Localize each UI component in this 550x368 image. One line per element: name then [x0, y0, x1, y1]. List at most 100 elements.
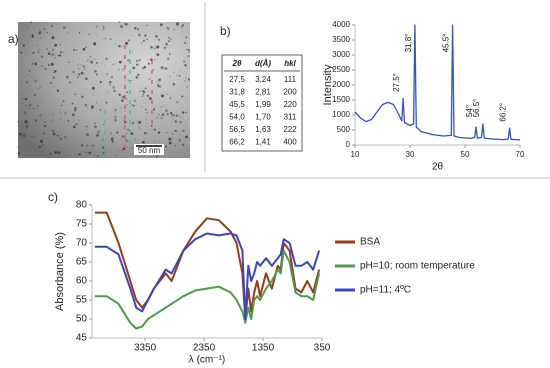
speckle — [58, 54, 62, 57]
y-tick-label: 50 — [76, 314, 88, 325]
speckle — [59, 43, 61, 46]
speckle — [146, 38, 148, 41]
speckle — [176, 100, 179, 104]
speckle — [20, 51, 23, 54]
speckle — [52, 132, 56, 136]
speckle — [101, 138, 104, 142]
speckle — [49, 81, 52, 85]
speckle — [102, 146, 105, 149]
speckle — [150, 45, 153, 49]
table-cell: 2,81 — [255, 88, 271, 97]
speckle — [158, 38, 160, 41]
speckle — [46, 31, 49, 34]
y-tick-label: 80 — [76, 200, 88, 211]
speckle — [120, 107, 121, 109]
line — [94, 232, 321, 320]
table-header: 2θ — [232, 59, 242, 68]
speckle — [160, 66, 164, 70]
speckle — [64, 112, 67, 115]
table-cell: 1,63 — [255, 125, 271, 134]
speckle — [176, 74, 178, 77]
table-cell: 45,5 — [229, 100, 245, 109]
table-cell: 66,2 — [229, 138, 245, 147]
x-tick-label: 3350 — [134, 343, 157, 354]
speckle — [43, 28, 46, 31]
speckle — [144, 34, 147, 37]
speckle — [28, 103, 32, 107]
speckle — [138, 126, 140, 128]
speckle — [141, 66, 145, 70]
speckle — [42, 144, 44, 147]
speckle — [169, 97, 171, 99]
speckle — [37, 79, 39, 81]
speckle — [139, 58, 141, 61]
speckle — [47, 52, 51, 56]
speckle — [82, 65, 86, 68]
speckle — [110, 137, 114, 141]
speckle — [186, 86, 188, 88]
speckle — [59, 137, 63, 140]
speckle — [34, 94, 36, 96]
speckle — [39, 28, 40, 30]
speckle — [52, 53, 55, 56]
speckle — [52, 76, 55, 79]
speckle — [188, 50, 191, 54]
y-tick-label: 45 — [76, 333, 88, 344]
speckle — [123, 120, 127, 124]
speckle — [182, 129, 185, 133]
speckle — [134, 138, 136, 140]
speckle — [184, 80, 186, 82]
speckle — [44, 124, 47, 127]
speckle — [28, 69, 31, 72]
speckle — [126, 23, 129, 26]
speckle — [130, 79, 132, 81]
speckle — [126, 103, 128, 105]
speckle — [156, 81, 158, 82]
speckle — [103, 25, 105, 27]
speckle — [72, 125, 76, 129]
speckle — [42, 152, 44, 154]
y-tick-label: 500 — [337, 125, 351, 134]
panel-label: c) — [48, 190, 58, 204]
speckle — [106, 73, 108, 76]
speckle — [133, 99, 137, 103]
speckle — [17, 92, 19, 94]
speckle — [131, 104, 133, 106]
table-cell: 56,5 — [229, 125, 245, 134]
tem-background — [18, 22, 190, 158]
speckle — [68, 81, 72, 84]
speckle — [157, 131, 161, 134]
speckle — [141, 95, 144, 98]
speckle — [146, 24, 148, 27]
speckle — [181, 111, 185, 114]
speckle — [91, 144, 94, 147]
speckle — [36, 104, 39, 108]
speckle — [114, 115, 117, 119]
peak-label: 66.2° — [499, 103, 508, 122]
speckle — [67, 119, 70, 122]
speckle — [144, 87, 147, 90]
y-tick-label: 70 — [76, 238, 88, 249]
speckle — [19, 50, 20, 52]
table-header: hkl — [284, 59, 296, 68]
speckle — [185, 36, 188, 39]
speckle — [94, 125, 97, 128]
speckle — [94, 70, 97, 73]
speckle — [44, 67, 47, 70]
speckle — [67, 32, 69, 34]
x-tick-label: 50 — [461, 150, 470, 159]
y-axis-label: Intensity — [322, 64, 334, 105]
speckle — [125, 41, 129, 45]
speckle — [169, 75, 171, 77]
peak-label: 31.8° — [404, 34, 413, 53]
line — [354, 24, 521, 141]
x-tick-label: 70 — [516, 150, 525, 159]
speckle — [156, 53, 159, 56]
speckle — [165, 42, 168, 46]
speckle — [24, 120, 28, 124]
speckle — [85, 144, 89, 147]
table-cell: 111 — [284, 75, 297, 84]
speckle — [135, 59, 139, 62]
speckle — [141, 42, 143, 44]
speckle — [74, 109, 77, 112]
